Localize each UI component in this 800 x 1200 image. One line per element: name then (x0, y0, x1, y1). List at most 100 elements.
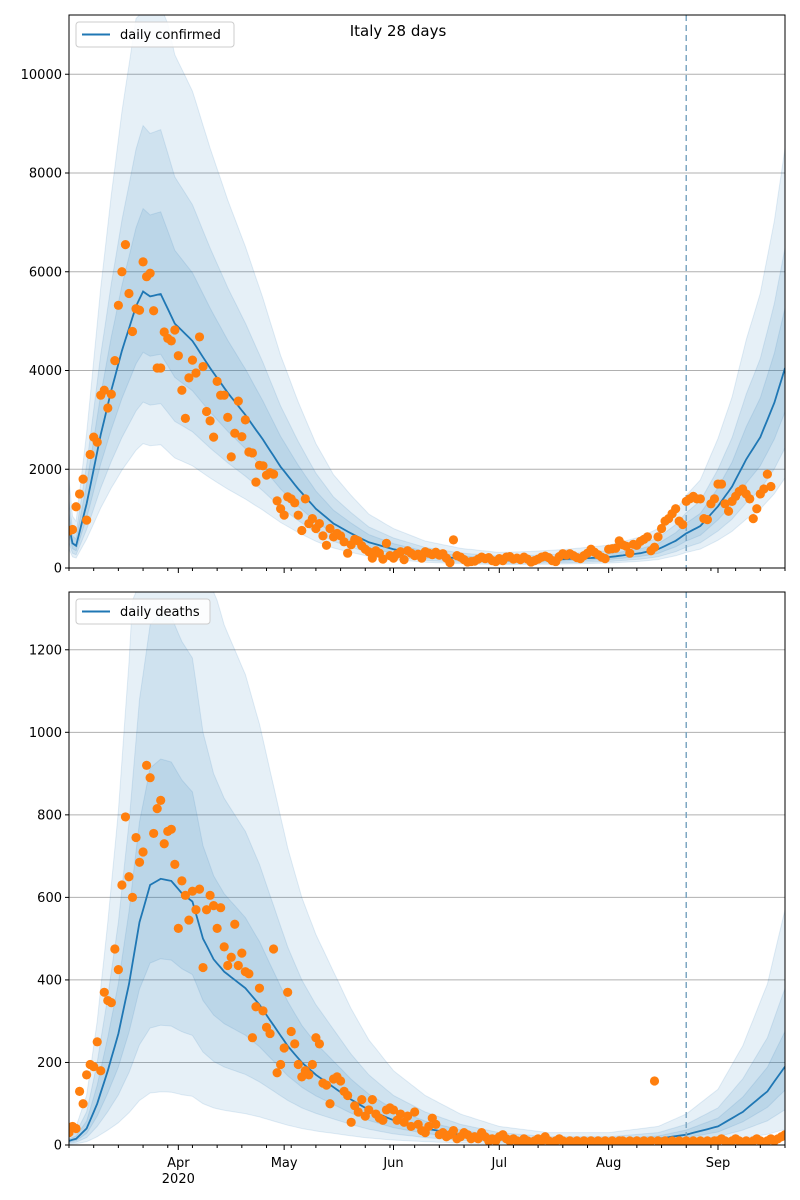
observed-point (177, 385, 187, 395)
observed-point (752, 504, 762, 514)
observed-point (159, 839, 169, 849)
observed-point (124, 288, 134, 299)
observed-point (293, 1059, 303, 1070)
observed-point (625, 548, 635, 558)
observed-point (74, 489, 85, 499)
observed-point (223, 412, 233, 423)
observed-point (300, 494, 310, 504)
observed-point (240, 415, 250, 425)
x-tick-label: Jun (382, 1156, 403, 1171)
observed-point (156, 363, 166, 373)
observed-point (212, 376, 222, 386)
observed-point (170, 859, 180, 869)
observed-point (78, 474, 88, 484)
observed-point (325, 523, 335, 534)
observed-point (166, 336, 176, 346)
x-tick-label: Aug (596, 1156, 621, 1171)
observed-point (395, 1109, 406, 1119)
observed-point (293, 510, 303, 520)
observed-point (268, 944, 279, 954)
observed-point (184, 373, 194, 383)
axes-frame (68, 14, 786, 569)
observed-point (279, 1043, 289, 1053)
observed-point (642, 532, 653, 542)
observed-point (149, 306, 159, 316)
observed-point (103, 403, 113, 413)
observed-point (695, 494, 705, 504)
observed-point (367, 553, 377, 563)
observed-point (403, 1111, 413, 1121)
observed-point (780, 1130, 785, 1140)
observed-point (346, 1117, 356, 1127)
observed-point (276, 1059, 286, 1070)
observed-point (424, 1121, 434, 1132)
observed-point (230, 919, 240, 929)
observed-point (92, 1037, 102, 1047)
observed-point (152, 804, 162, 814)
observed-point (395, 547, 406, 557)
observed-point (251, 1002, 261, 1012)
observed-point (134, 857, 145, 867)
observed-point (702, 515, 713, 525)
observed-point (124, 872, 134, 882)
observed-point (321, 540, 332, 550)
observed-point (173, 351, 183, 361)
observed-point (85, 449, 95, 460)
observed-point (709, 494, 720, 504)
observed-point (272, 496, 282, 506)
observed-point (244, 969, 254, 979)
observed-point (621, 541, 631, 551)
y-tick-label: 4000 (29, 364, 62, 379)
observed-point (258, 1006, 268, 1016)
observed-point (74, 1086, 85, 1096)
observed-point (205, 890, 215, 900)
observed-point (78, 1099, 88, 1109)
observed-point (254, 983, 265, 993)
observed-point (92, 437, 102, 447)
observed-point (357, 1095, 367, 1105)
observed-point (290, 498, 300, 508)
observed-point (448, 535, 459, 545)
observed-point (113, 965, 123, 975)
observed-point (145, 773, 155, 783)
observed-point (748, 514, 758, 524)
plot-area (69, 592, 785, 1145)
observed-point (399, 555, 409, 565)
observed-point (180, 890, 190, 900)
observed-point (216, 903, 226, 913)
observed-point (82, 515, 92, 525)
observed-point (297, 525, 307, 536)
observed-point (759, 484, 769, 494)
observed-point (410, 1107, 420, 1117)
observed-point (600, 554, 610, 564)
legend-box (75, 21, 235, 48)
y-tick-label: 0 (54, 1139, 62, 1154)
observed-point (649, 542, 660, 552)
observed-point (82, 1070, 92, 1080)
observed-point (611, 543, 621, 553)
observed-point (226, 952, 236, 962)
observed-point (237, 948, 247, 958)
observed-point (219, 942, 229, 952)
observed-point (646, 1136, 656, 1145)
observed-point (138, 257, 148, 267)
y-tick-label: 0 (54, 562, 62, 577)
observed-point (205, 416, 215, 426)
observed-point (268, 469, 279, 479)
observed-point (212, 923, 222, 933)
observed-point (318, 531, 328, 541)
observed-point (191, 368, 201, 378)
legend: daily deaths (75, 598, 211, 625)
observed-point (120, 239, 131, 250)
observed-point (219, 390, 229, 400)
observed-point (678, 519, 688, 530)
observed-point (138, 847, 148, 857)
observed-point (653, 532, 663, 542)
observed-point (177, 876, 187, 886)
observed-point (445, 557, 455, 568)
observed-point (69, 524, 78, 535)
observed-point (448, 1125, 459, 1136)
observed-point (141, 760, 152, 770)
